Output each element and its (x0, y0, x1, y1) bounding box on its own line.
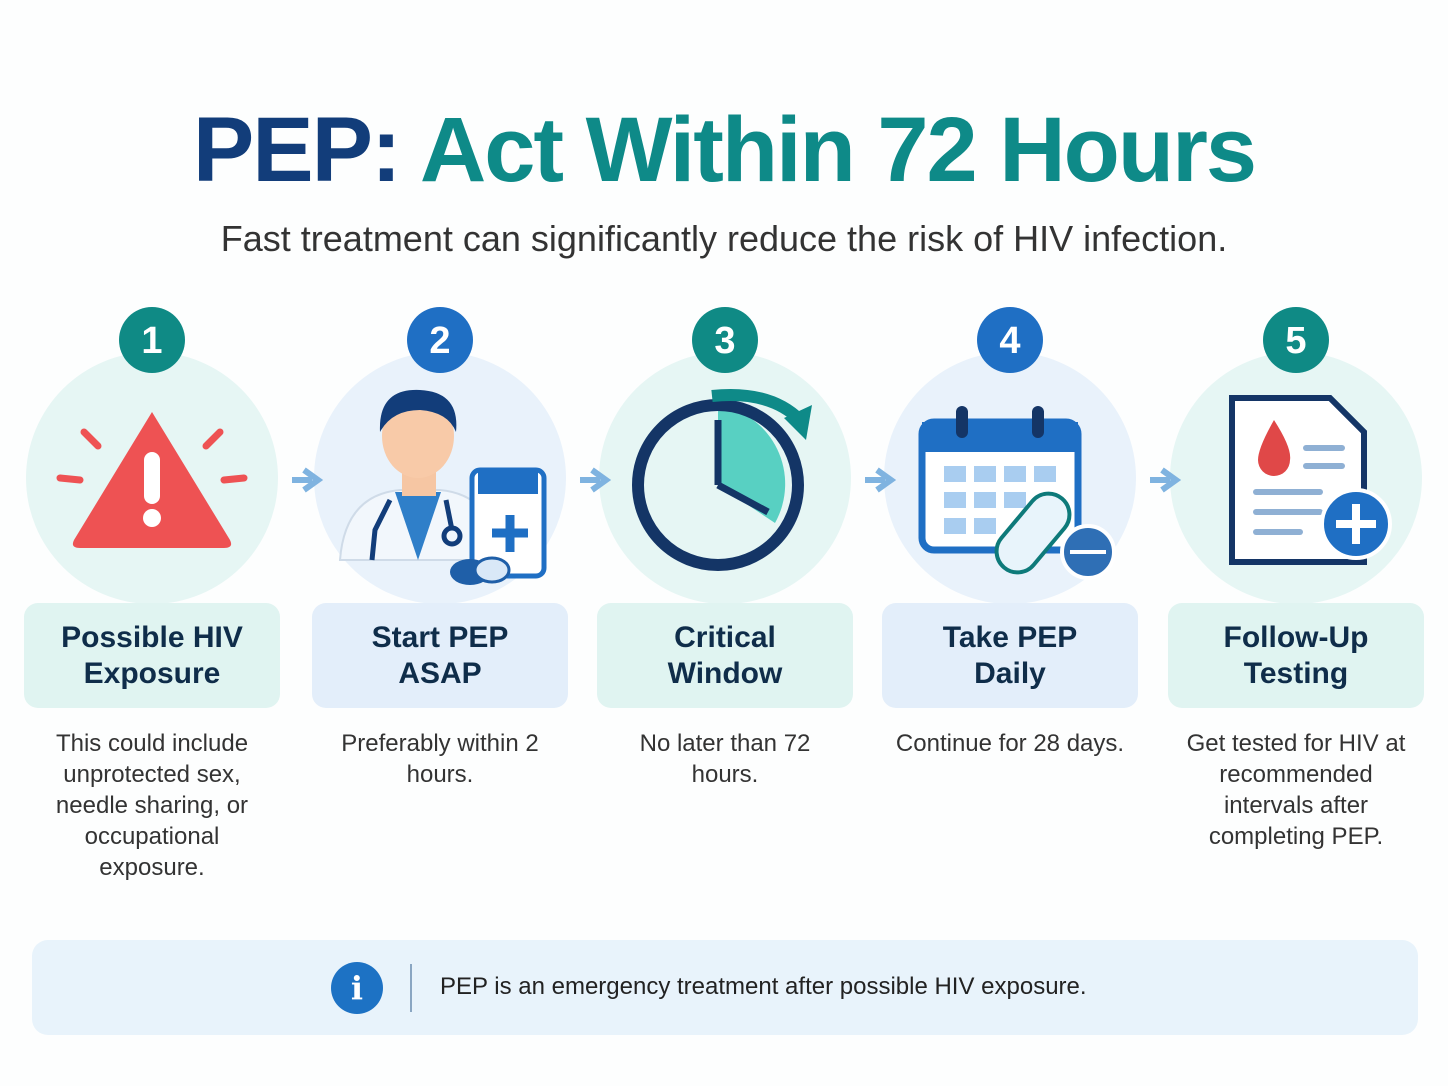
step-arrow (865, 467, 897, 493)
step-title: Take PEP Daily (882, 603, 1138, 708)
subtitle: Fast treatment can significantly reduce … (220, 218, 1228, 259)
step-arrow (292, 467, 324, 493)
step-number: 2 (429, 320, 450, 362)
step-description: Continue for 28 days. (895, 730, 1125, 757)
step-badge (977, 307, 1043, 373)
icon-calendar (918, 406, 1116, 580)
step-number: 4 (999, 320, 1020, 362)
footer-note: PEP is an emergency treatment after poss… (440, 973, 1087, 1000)
step-title: Critical Window (597, 603, 853, 708)
step-title: Possible HIV Exposure (24, 603, 280, 708)
info-letter: i (351, 969, 363, 1007)
step-description: Get tested for HIV at recommended interv… (1186, 730, 1406, 850)
step-description: Preferably within 2 hours. (341, 730, 539, 788)
step-description: This could include unprotected sex, need… (55, 730, 249, 881)
step-badge (692, 307, 758, 373)
info-icon (331, 962, 383, 1014)
step-badge (1263, 307, 1329, 373)
step-title: Follow-Up Testing (1168, 603, 1424, 708)
icon-clock (632, 389, 812, 571)
icon-warning (56, 412, 248, 548)
step-arrow (1150, 467, 1182, 493)
step-number: 1 (141, 320, 162, 362)
step-number: 3 (714, 320, 735, 362)
title: PEP: Act Within 72 Hours (0, 95, 1448, 205)
step-arrow (580, 467, 612, 493)
icon-doctor (338, 389, 547, 585)
step-title: Start PEP ASAP (312, 603, 568, 708)
title-lead: PEP: (192, 99, 402, 201)
title-rest: Act Within 72 Hours (419, 99, 1257, 201)
step-badge (119, 307, 185, 373)
step-number: 5 (1285, 320, 1306, 362)
step-description: No later than 72 hours. (639, 730, 811, 788)
icon-document (1229, 395, 1392, 565)
footer-box (32, 940, 1418, 1035)
step-badge (407, 307, 473, 373)
